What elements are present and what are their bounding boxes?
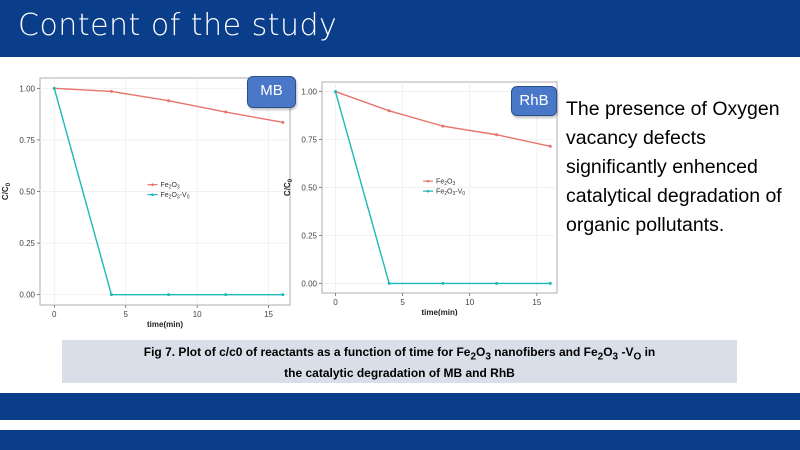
legend-marker	[426, 179, 430, 183]
data-point	[52, 86, 56, 90]
y-tick-label: 1.00	[19, 84, 35, 93]
x-axis-title: time(min)	[147, 320, 183, 329]
conclusion-text: The presence of Oxygen vacancy defects s…	[566, 98, 782, 236]
y-tick-label: 0.75	[19, 136, 35, 145]
data-point	[167, 293, 171, 297]
data-point	[281, 293, 285, 297]
footer-gap	[0, 420, 800, 430]
footer-band	[0, 393, 800, 420]
x-tick-label: 15	[532, 298, 541, 307]
title-bar: Content of the study	[0, 0, 800, 57]
data-point	[333, 90, 337, 94]
data-point	[495, 133, 499, 137]
data-point	[167, 99, 171, 103]
y-tick-label: 0.50	[19, 188, 35, 197]
legend-marker	[151, 183, 154, 186]
x-tick-label: 0	[52, 310, 57, 319]
data-point	[548, 281, 552, 285]
data-point	[548, 144, 552, 148]
y-tick-label: 0.00	[19, 291, 35, 300]
x-tick-label: 10	[465, 298, 474, 307]
slide-title: Content of the study	[18, 8, 338, 43]
data-point	[224, 110, 228, 114]
y-tick-label: 0.25	[301, 231, 317, 240]
data-point	[224, 293, 228, 297]
data-point	[441, 124, 445, 128]
legend-marker	[151, 193, 154, 196]
y-tick-label: 0.00	[301, 279, 317, 288]
y-tick-label: 0.50	[301, 184, 317, 193]
y-axis-title: C/C0	[284, 178, 294, 196]
x-tick-label: 15	[264, 310, 273, 319]
data-point	[441, 281, 445, 285]
y-axis-title: C/C0	[1, 182, 12, 200]
y-tick-label: 1.00	[301, 88, 317, 97]
data-point	[387, 109, 391, 113]
footer-band-lower	[0, 430, 800, 450]
data-point	[387, 281, 391, 285]
data-point	[281, 120, 285, 124]
x-tick-label: 5	[123, 310, 128, 319]
rhb-tag: RhB	[511, 86, 557, 116]
data-point	[495, 281, 499, 285]
data-point	[109, 89, 113, 93]
figure-caption: Fig 7. Plot of c/c0 of reactants as a fu…	[62, 340, 737, 383]
y-tick-label: 0.75	[301, 136, 317, 145]
caption-line-1: Fig 7. Plot of c/c0 of reactants as a fu…	[143, 345, 656, 363]
data-point	[109, 293, 113, 297]
y-tick-label: 0.25	[19, 239, 35, 248]
mb-tag: MB	[247, 76, 296, 108]
chart-rhb: 0.00 0.25 0.50 0.75 1.00 0 5 10 15 time(min) C/C0 F…	[284, 81, 558, 316]
legend-label: Fe2O3-V0	[436, 189, 465, 198]
legend-marker	[426, 189, 430, 193]
x-tick-label: 0	[333, 298, 338, 307]
legend-label: Fe2O3	[436, 179, 455, 188]
x-axis-title: time(min)	[422, 308, 458, 316]
x-tick-label: 5	[400, 298, 405, 307]
chart-mb: 0.00 0.25 0.50 0.75 1.00 0 5 10 15 time(min) C/C0 F…	[1, 77, 291, 329]
x-tick-label: 10	[193, 310, 202, 319]
legend-label: Fe2O3-V0	[161, 192, 190, 201]
caption-line-2: the catalytic degradation of MB and RhB	[284, 366, 515, 381]
legend-label: Fe2O3	[161, 182, 180, 191]
